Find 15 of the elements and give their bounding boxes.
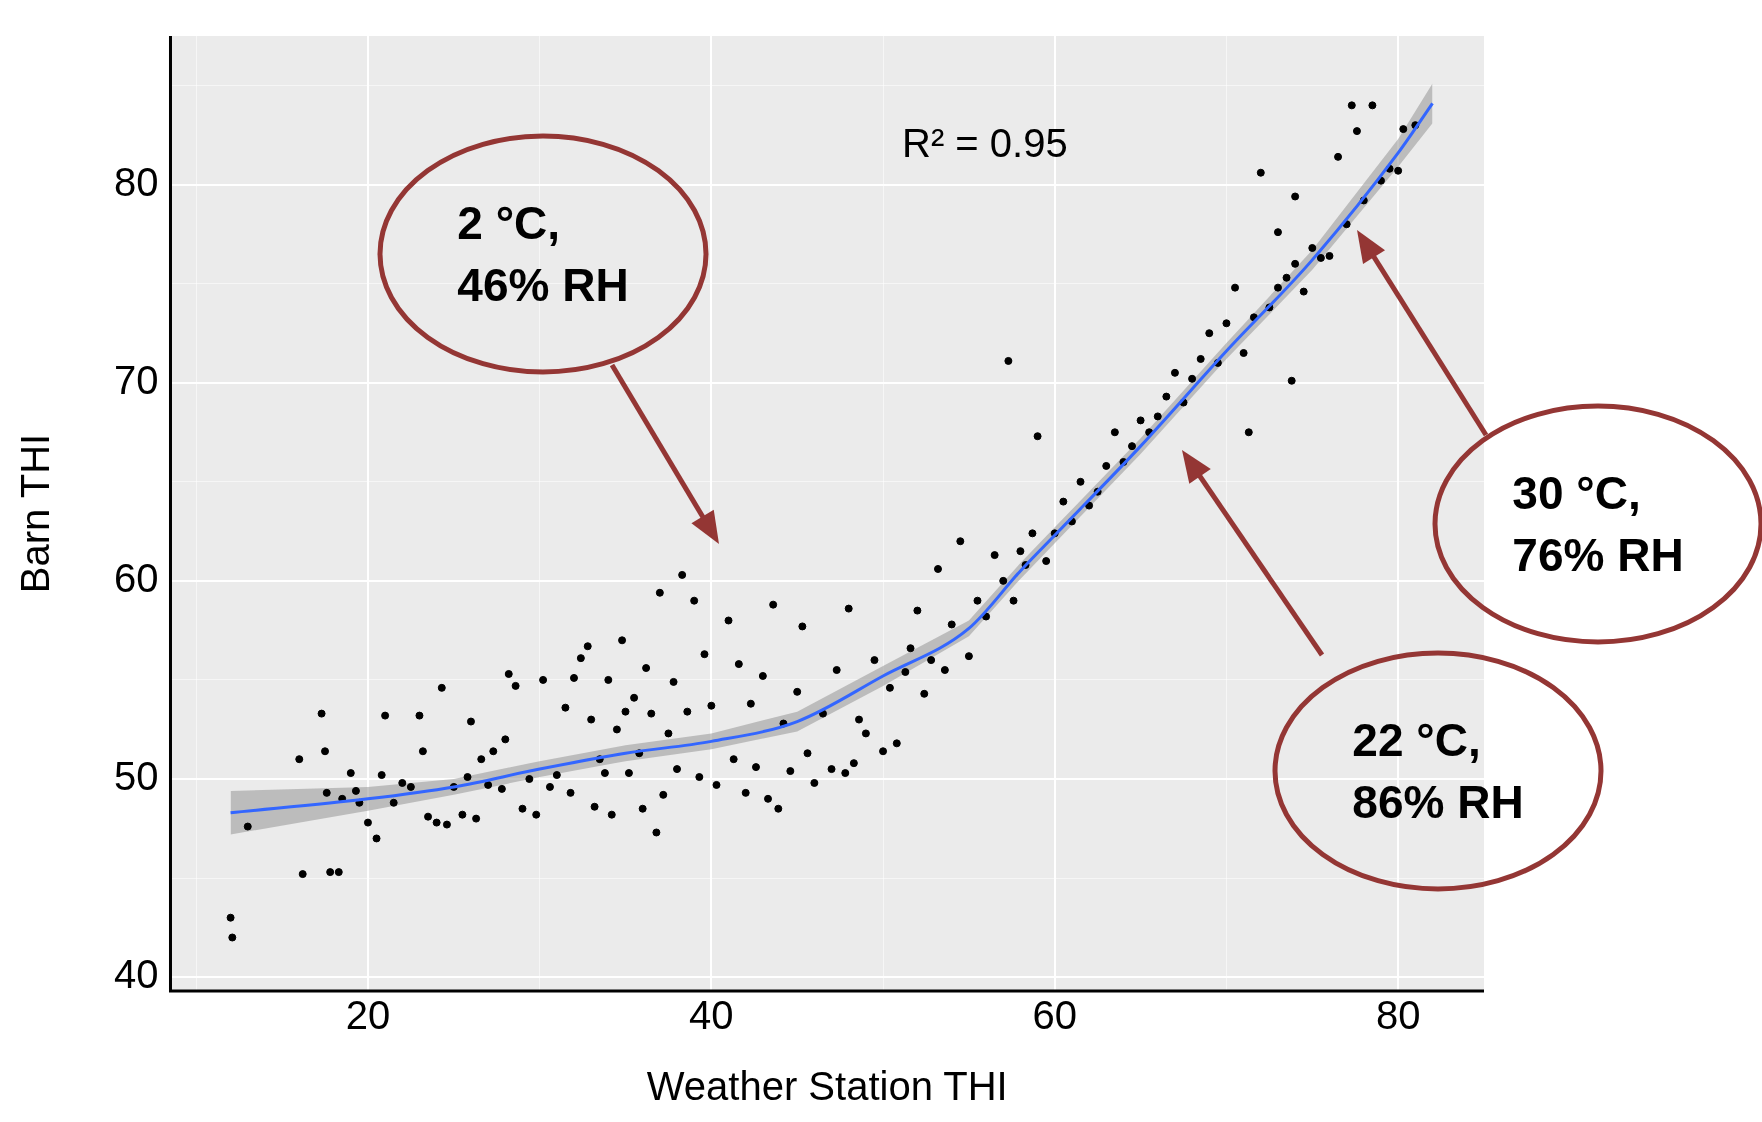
y-tick-label: 80 (113, 159, 159, 204)
x-tick-label: 80 (1375, 993, 1421, 1038)
x-tick-label: 60 (1032, 993, 1077, 1038)
y-tick-label: 60 (113, 555, 159, 600)
annotation: 2 °C, 46% RH (457, 196, 629, 313)
x-tick-label: 40 (689, 993, 734, 1038)
x-axis-title: Weather Station THI (646, 1064, 1008, 1109)
annotation: 22 °C, 86% RH (1352, 713, 1524, 830)
x-tick-label: 20 (345, 993, 391, 1038)
y-tick-label: 70 (113, 357, 159, 402)
y-tick-label: 50 (113, 754, 159, 799)
y-tick-label: 40 (113, 952, 159, 997)
annotation: R² = 0.95 (902, 121, 1068, 166)
text: 30 °C, 76% RH (1512, 466, 1684, 583)
y-axis-title: Barn THI (13, 433, 58, 594)
